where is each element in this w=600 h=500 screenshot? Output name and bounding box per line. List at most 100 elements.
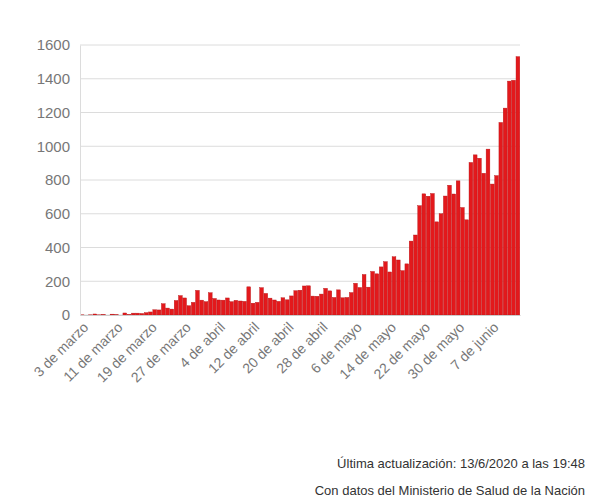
bars <box>80 57 520 315</box>
bar <box>345 297 349 315</box>
bar <box>460 208 464 315</box>
bar <box>268 298 272 315</box>
bar <box>272 300 276 315</box>
bar <box>178 296 182 315</box>
bar <box>106 315 110 316</box>
bar <box>435 222 439 315</box>
bar <box>277 301 281 315</box>
bar <box>114 314 118 315</box>
bar <box>260 288 264 315</box>
bar <box>495 176 499 315</box>
bar <box>251 303 255 315</box>
bar <box>123 313 127 315</box>
y-tick: 1600 <box>37 36 80 53</box>
y-tick-label: 400 <box>45 239 70 256</box>
x-tick: 7 de junio <box>447 315 501 373</box>
bar <box>328 291 332 315</box>
bar <box>478 158 482 315</box>
y-tick: 1200 <box>37 104 80 121</box>
bar <box>512 80 516 315</box>
annotations: Última actualización: 13/6/2020 a las 19… <box>315 456 585 498</box>
bar <box>153 310 157 315</box>
y-tick: 800 <box>45 171 80 188</box>
bar <box>89 314 93 315</box>
y-tick: 1400 <box>37 70 80 87</box>
bar <box>516 57 520 315</box>
bar <box>448 185 452 315</box>
bar <box>401 271 405 315</box>
bar <box>465 220 469 315</box>
y-tick-label: 200 <box>45 273 70 290</box>
y-tick-label: 0 <box>62 306 70 323</box>
bar <box>358 287 362 315</box>
bar <box>490 184 494 315</box>
bar <box>247 287 251 315</box>
bar <box>332 297 336 315</box>
bar <box>384 262 388 315</box>
annotation: Última actualización: 13/6/2020 a las 19… <box>337 456 585 471</box>
bar <box>290 296 294 315</box>
bar <box>482 173 486 315</box>
bar <box>499 122 503 315</box>
bar <box>238 301 242 315</box>
bar <box>136 313 140 315</box>
grid-line <box>80 146 520 147</box>
bar <box>230 302 234 315</box>
bar <box>371 271 375 315</box>
x-tick: 27 de marzo <box>128 315 194 385</box>
y-tick-label: 600 <box>45 205 70 222</box>
bar <box>264 293 268 315</box>
bar <box>144 313 148 315</box>
bar <box>204 302 208 315</box>
bar <box>443 196 447 315</box>
bar <box>234 300 238 315</box>
bar <box>281 298 285 315</box>
bar <box>409 241 413 315</box>
bar <box>452 194 456 315</box>
bar <box>418 206 422 315</box>
bar <box>469 162 473 315</box>
bar <box>221 300 225 315</box>
y-tick: 200 <box>45 273 80 290</box>
bar <box>315 296 319 315</box>
bar <box>307 286 311 315</box>
bar <box>213 298 217 315</box>
bar <box>439 214 443 315</box>
bar <box>191 302 195 315</box>
bar <box>285 300 289 315</box>
bar <box>161 304 165 315</box>
bar <box>84 315 88 316</box>
annotation: Con datos del Ministerio de Salud de la … <box>315 483 585 498</box>
chart: 020040060080010001200140016003 de marzo1… <box>0 0 600 500</box>
bar <box>127 314 131 315</box>
bar <box>183 298 187 315</box>
bar <box>243 301 247 315</box>
bar <box>102 314 106 315</box>
bar <box>324 288 328 315</box>
bar <box>110 314 114 315</box>
bar <box>354 283 358 315</box>
bar <box>200 300 204 315</box>
bar <box>294 291 298 315</box>
bar <box>341 298 345 315</box>
bar <box>362 275 366 316</box>
bar <box>170 309 174 315</box>
bar <box>174 300 178 315</box>
bar <box>302 286 306 315</box>
x-tick: 19 de marzo <box>93 315 159 385</box>
grid-line <box>80 78 520 79</box>
bar <box>375 274 379 315</box>
y-tick: 400 <box>45 239 80 256</box>
y-tick-label: 1000 <box>37 138 70 155</box>
bar <box>255 302 259 315</box>
bar <box>456 181 460 315</box>
y-axis: 0 200 400 600 800 1000 1200 1400 1600 <box>37 36 81 323</box>
bar <box>405 264 409 315</box>
bar <box>140 313 144 315</box>
y-tick-label: 1400 <box>37 70 70 87</box>
bar <box>298 290 302 315</box>
plot-area: 020040060080010001200140016003 de marzo1… <box>31 36 521 385</box>
bar <box>503 108 507 315</box>
y-tick-label: 800 <box>45 171 70 188</box>
bar <box>119 315 123 316</box>
